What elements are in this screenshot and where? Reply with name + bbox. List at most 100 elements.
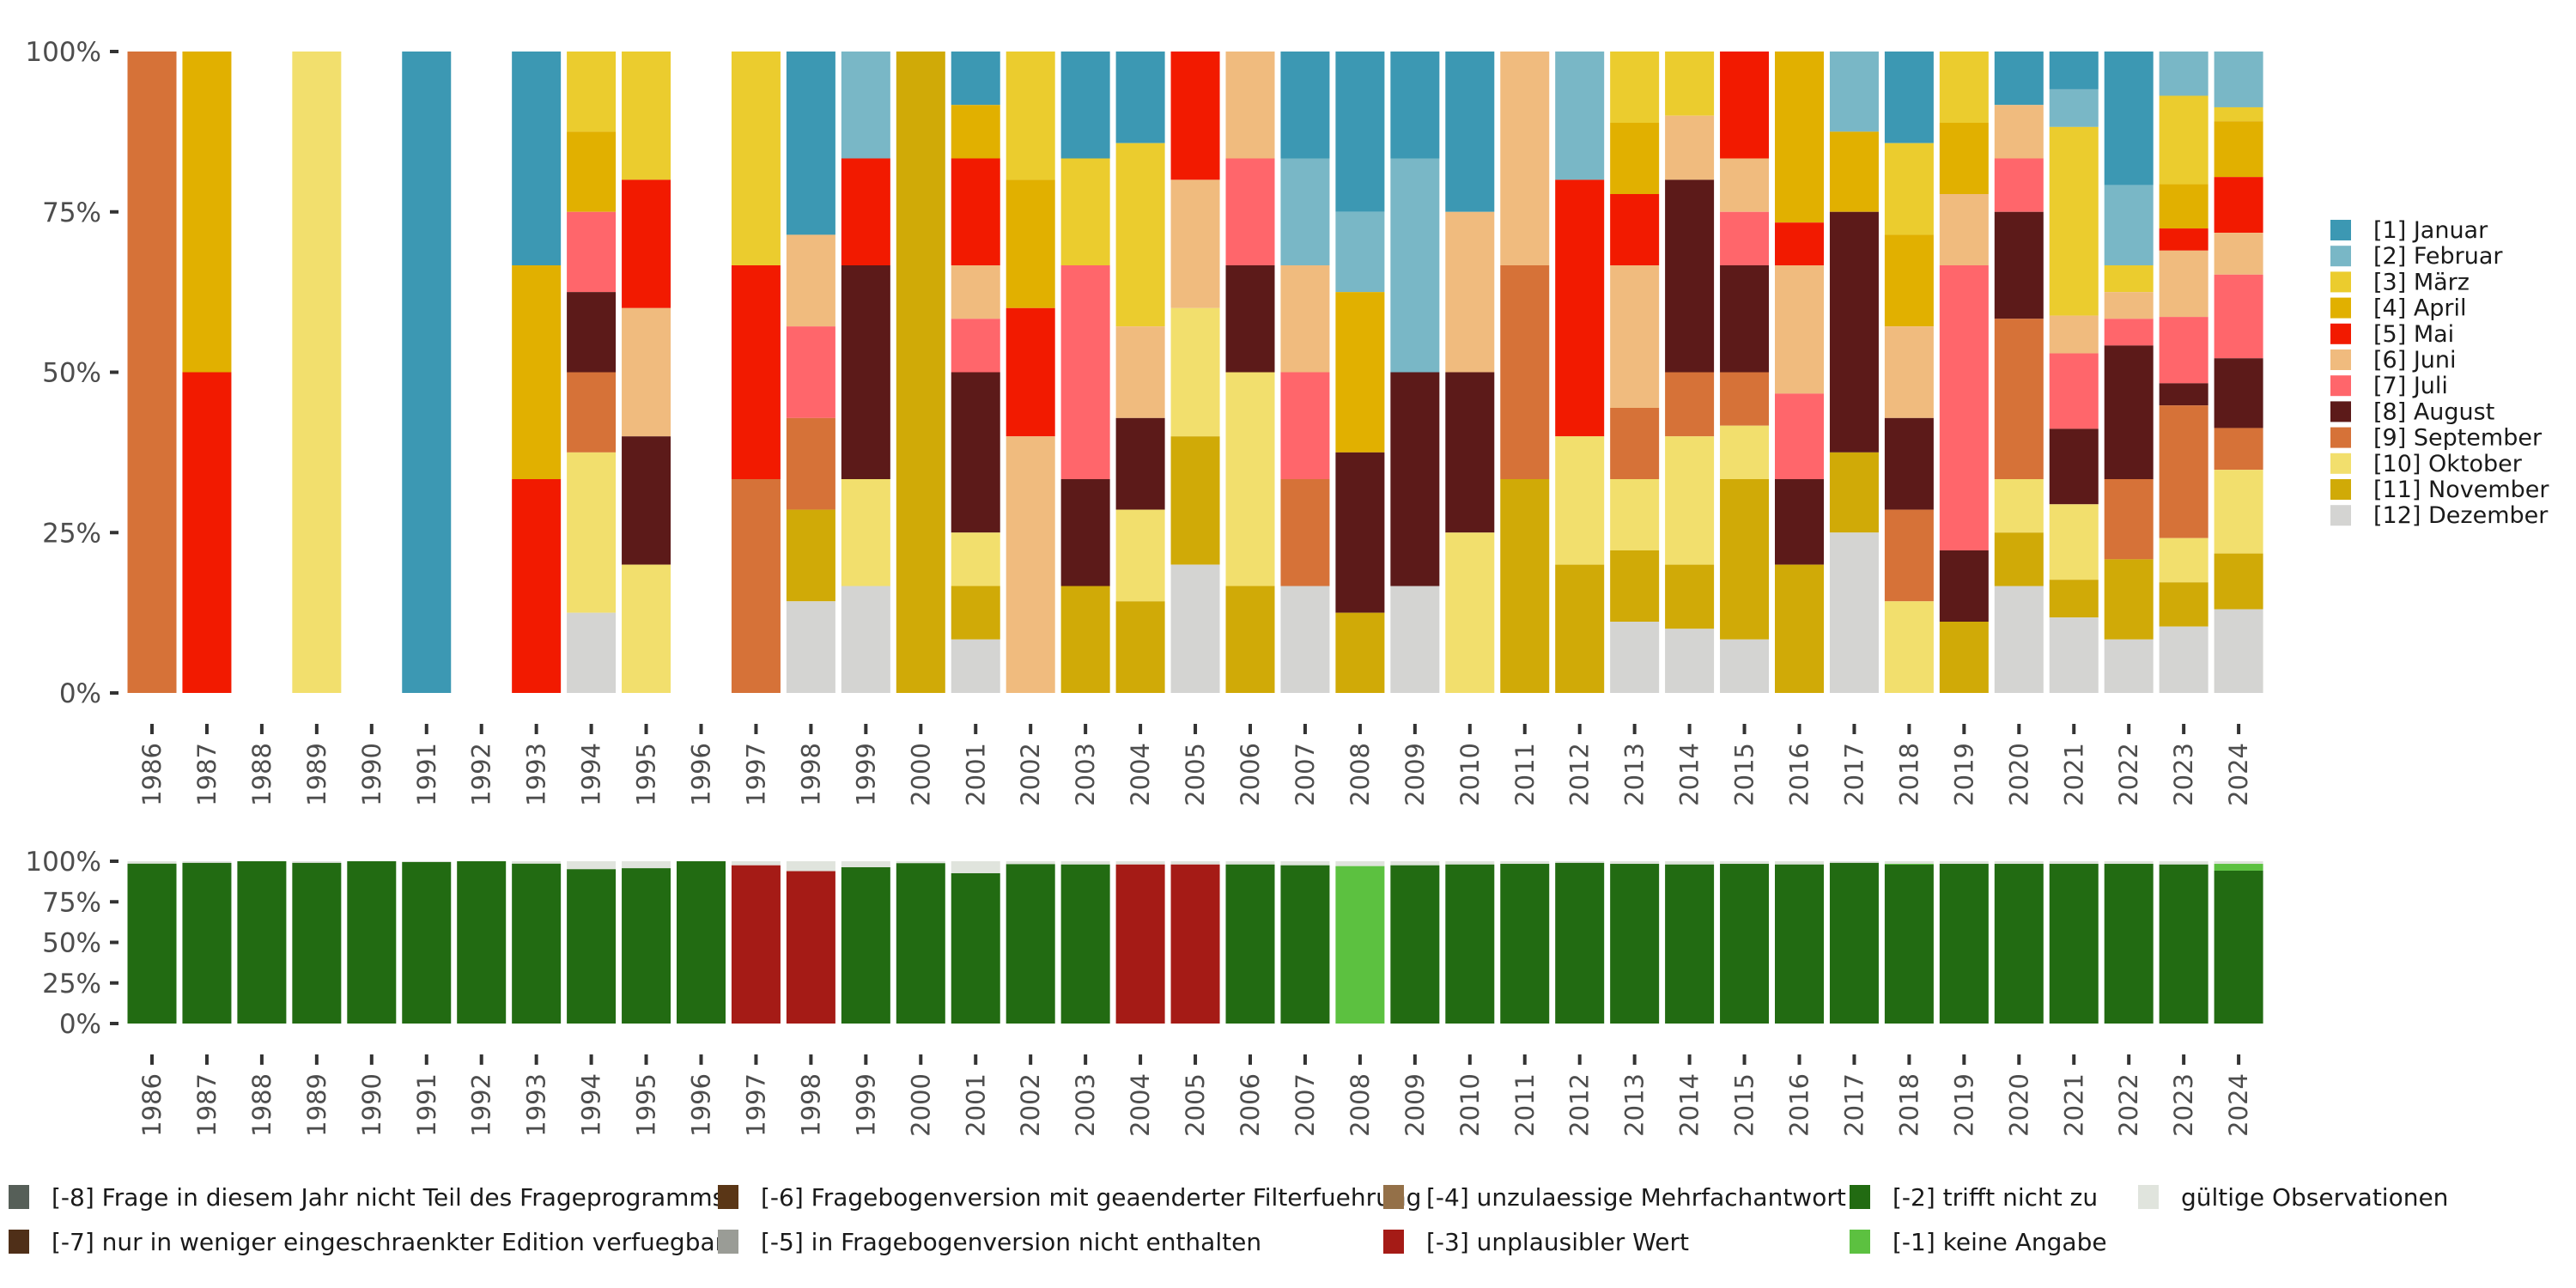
- month-segment[interactable]: [622, 436, 671, 565]
- missing-segment[interactable]: [1115, 864, 1165, 1024]
- missing-segment[interactable]: [896, 861, 945, 864]
- missing-bar-1988[interactable]: [237, 861, 287, 1024]
- missing-segment[interactable]: [1280, 861, 1330, 866]
- month-segment[interactable]: [2159, 184, 2208, 229]
- month-segment[interactable]: [1005, 179, 1055, 308]
- month-segment[interactable]: [1060, 158, 1110, 266]
- month-segment[interactable]: [2104, 319, 2154, 346]
- missing-segment[interactable]: [1445, 861, 1495, 865]
- missing-segment[interactable]: [292, 861, 342, 863]
- missing-bar-1991[interactable]: [402, 861, 452, 1024]
- month-segment[interactable]: [512, 52, 562, 265]
- month-segment[interactable]: [2049, 504, 2099, 580]
- month-segment[interactable]: [1939, 265, 1989, 550]
- missing-bar-1997[interactable]: [731, 861, 781, 1024]
- missing-segment[interactable]: [731, 861, 781, 866]
- month-segment[interactable]: [1884, 234, 1934, 327]
- month-segment[interactable]: [2104, 345, 2154, 479]
- missing-segment[interactable]: [567, 861, 617, 870]
- month-bar-2017[interactable]: [1829, 52, 1879, 693]
- month-segment[interactable]: [1994, 105, 2044, 159]
- missing-bar-2006[interactable]: [1225, 861, 1275, 1024]
- month-bar-2018[interactable]: [1884, 52, 1934, 693]
- month-segment[interactable]: [1610, 479, 1660, 550]
- month-segment[interactable]: [1555, 52, 1605, 180]
- month-segment[interactable]: [1720, 425, 1770, 479]
- month-segment[interactable]: [1390, 52, 1440, 159]
- missing-segment[interactable]: [951, 872, 1000, 1024]
- missing-segment[interactable]: [1005, 861, 1055, 865]
- month-segment[interactable]: [1005, 436, 1055, 693]
- month-segment[interactable]: [2159, 626, 2208, 693]
- month-segment[interactable]: [622, 564, 671, 693]
- month-segment[interactable]: [1060, 265, 1110, 479]
- missing-bar-2005[interactable]: [1170, 861, 1220, 1024]
- missing-segment[interactable]: [1720, 861, 1770, 865]
- month-segment[interactable]: [2214, 428, 2263, 471]
- month-segment[interactable]: [2214, 358, 2263, 428]
- month-segment[interactable]: [1500, 479, 1550, 693]
- month-bar-1987[interactable]: [182, 52, 232, 693]
- month-segment[interactable]: [1610, 194, 1660, 265]
- missing-segment[interactable]: [1115, 861, 1165, 865]
- month-segment[interactable]: [402, 52, 452, 693]
- missing-bar-2023[interactable]: [2159, 861, 2208, 1024]
- month-segment[interactable]: [841, 586, 890, 694]
- missing-bar-2016[interactable]: [1775, 861, 1824, 1024]
- month-segment[interactable]: [786, 234, 835, 327]
- month-bar-2008[interactable]: [1335, 52, 1385, 693]
- month-segment[interactable]: [567, 452, 617, 613]
- month-segment[interactable]: [1060, 52, 1110, 159]
- month-segment[interactable]: [1994, 52, 2044, 106]
- month-segment[interactable]: [786, 509, 835, 602]
- month-segment[interactable]: [2159, 250, 2208, 318]
- missing-segment[interactable]: [786, 871, 835, 1024]
- missing-segment[interactable]: [237, 861, 287, 1024]
- missing-segment[interactable]: [567, 869, 617, 1024]
- month-segment[interactable]: [1884, 417, 1934, 510]
- month-segment[interactable]: [1994, 319, 2044, 479]
- month-segment[interactable]: [951, 372, 1000, 533]
- month-bar-1997[interactable]: [731, 52, 781, 693]
- missing-bar-1993[interactable]: [512, 861, 562, 1024]
- missing-segment[interactable]: [2049, 861, 2099, 865]
- month-bar-2001[interactable]: [951, 52, 1000, 693]
- missing-segment[interactable]: [622, 868, 671, 1024]
- missing-bar-2008[interactable]: [1335, 861, 1385, 1024]
- month-segment[interactable]: [1884, 326, 1934, 418]
- missing-bar-2015[interactable]: [1720, 861, 1770, 1024]
- month-segment[interactable]: [951, 52, 1000, 106]
- month-segment[interactable]: [1610, 265, 1660, 408]
- missing-segment[interactable]: [2104, 861, 2154, 865]
- missing-segment[interactable]: [731, 865, 781, 1024]
- month-segment[interactable]: [1500, 52, 1550, 265]
- month-segment[interactable]: [951, 639, 1000, 693]
- month-segment[interactable]: [1115, 52, 1165, 143]
- missing-segment[interactable]: [896, 863, 945, 1024]
- month-bar-2006[interactable]: [1225, 52, 1275, 693]
- month-segment[interactable]: [1610, 123, 1660, 194]
- month-segment[interactable]: [2159, 538, 2208, 583]
- month-segment[interactable]: [1115, 509, 1165, 602]
- missing-bar-2002[interactable]: [1005, 861, 1055, 1024]
- missing-segment[interactable]: [1829, 862, 1879, 1024]
- month-segment[interactable]: [1939, 123, 1989, 194]
- month-segment[interactable]: [786, 52, 835, 235]
- month-segment[interactable]: [1170, 307, 1220, 437]
- month-bar-2000[interactable]: [896, 52, 945, 693]
- missing-segment[interactable]: [1720, 864, 1770, 1024]
- month-segment[interactable]: [1665, 52, 1715, 116]
- month-segment[interactable]: [1665, 179, 1715, 373]
- month-segment[interactable]: [1720, 639, 1770, 693]
- month-segment[interactable]: [127, 52, 177, 693]
- month-segment[interactable]: [1994, 532, 2044, 586]
- missing-segment[interactable]: [1829, 861, 1879, 863]
- month-bar-2013[interactable]: [1610, 52, 1660, 693]
- missing-segment[interactable]: [1060, 861, 1110, 865]
- missing-segment[interactable]: [1665, 864, 1715, 1024]
- month-bar-2003[interactable]: [1060, 52, 1110, 693]
- month-bar-2024[interactable]: [2214, 52, 2263, 693]
- month-segment[interactable]: [512, 479, 562, 693]
- month-bar-2015[interactable]: [1720, 52, 1770, 693]
- month-segment[interactable]: [2159, 95, 2208, 185]
